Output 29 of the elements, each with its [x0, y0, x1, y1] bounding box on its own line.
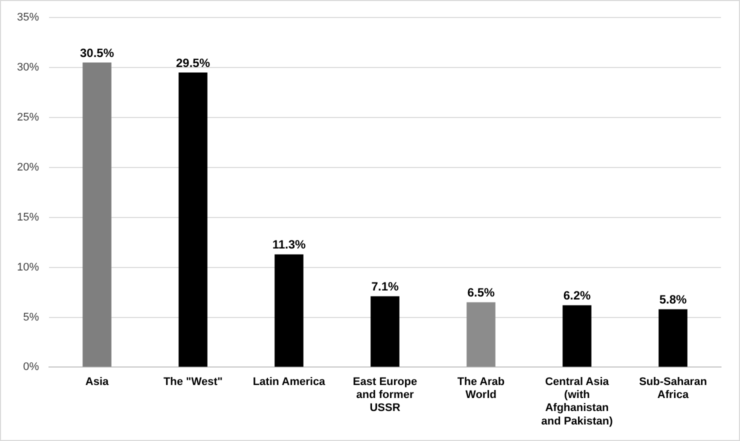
bar	[658, 309, 688, 367]
data-label: 30.5%	[80, 46, 114, 60]
x-tick-label: The Arab World	[457, 376, 505, 402]
y-tick-label: 15%	[16, 211, 40, 224]
y-tick-label: 20%	[16, 161, 40, 174]
bar	[274, 254, 304, 367]
data-label: 11.3%	[272, 238, 306, 252]
x-tick-label: The "West"	[163, 376, 223, 388]
bar	[82, 62, 112, 367]
y-tick-label: 10%	[16, 261, 40, 274]
bar	[178, 72, 208, 367]
x-tick-label: East Europe and former USSR	[352, 376, 418, 414]
data-label: 6.5%	[467, 286, 496, 300]
data-label: 29.5%	[176, 56, 210, 70]
y-tick-label: 0%	[23, 361, 40, 374]
y-tick-label: 35%	[16, 12, 40, 24]
x-tick-label: Central Asia (with Afghanistan and Pakistan)	[541, 376, 614, 428]
y-tick-label: 30%	[16, 62, 40, 74]
x-tick-label: Asia	[85, 376, 110, 388]
bar	[562, 305, 592, 367]
x-tick-label: Latin America	[252, 376, 326, 388]
data-label: 5.8%	[659, 292, 688, 307]
y-tick-label: 5%	[23, 311, 40, 324]
bar	[370, 296, 400, 367]
y-tick-label: 25%	[16, 112, 40, 124]
data-label: 6.2%	[563, 288, 592, 303]
data-label: 7.1%	[371, 280, 400, 294]
bar	[466, 302, 496, 367]
x-tick-label: Sub-Saharan Africa	[639, 376, 708, 402]
